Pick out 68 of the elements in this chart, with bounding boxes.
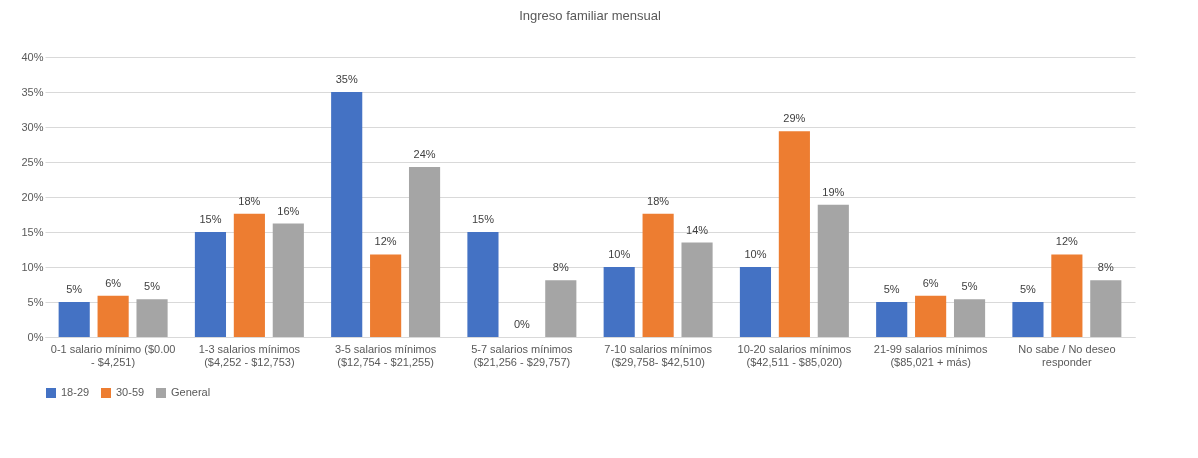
x-tick-label: 0-1 salario mínimo ($0.00 - $4,251) bbox=[50, 342, 176, 368]
data-label: 10% bbox=[744, 248, 767, 260]
y-tick-label: 0% bbox=[27, 330, 44, 343]
y-tick-label: 25% bbox=[21, 155, 44, 168]
bar bbox=[778, 131, 810, 337]
x-tick-label: 21-99 salarios mínimos ($85,021 + más) bbox=[873, 342, 988, 368]
data-label: 6% bbox=[922, 276, 939, 289]
bar bbox=[603, 267, 635, 337]
data-label: 5% bbox=[66, 283, 83, 295]
bar bbox=[272, 223, 304, 337]
data-label: 15% bbox=[471, 213, 495, 225]
legend-label: 30-59 bbox=[116, 386, 145, 398]
bar bbox=[467, 232, 499, 337]
y-tick-label: 30% bbox=[21, 120, 44, 133]
data-label: 19% bbox=[822, 185, 845, 198]
data-label: 15% bbox=[199, 213, 222, 225]
bar bbox=[370, 254, 402, 337]
x-tick-label: 7-10 salarios mínimos ($29,758- $42,510) bbox=[604, 342, 713, 368]
bar bbox=[331, 92, 363, 337]
data-label: 5% bbox=[961, 280, 978, 293]
data-label: 5% bbox=[1019, 283, 1037, 295]
bar bbox=[681, 242, 713, 337]
y-tick-label: 40% bbox=[21, 50, 44, 63]
bar bbox=[817, 204, 849, 337]
bar bbox=[233, 213, 265, 337]
data-label: 6% bbox=[105, 276, 122, 289]
y-tick-label: 35% bbox=[21, 85, 44, 98]
x-tick-label: 5-7 salarios mínimos ($21,256 - $29,757) bbox=[471, 342, 574, 368]
data-label: 5% bbox=[883, 283, 900, 295]
x-tick-label: No sabe / No deseo responder bbox=[1018, 342, 1116, 368]
bar bbox=[545, 280, 577, 337]
x-tick-label: 3-5 salarios mínimos ($12,754 - $21,255) bbox=[334, 342, 437, 368]
legend-label: General bbox=[171, 386, 211, 398]
legend-label: 18-29 bbox=[61, 386, 90, 398]
bar bbox=[136, 299, 168, 337]
y-tick-label: 5% bbox=[27, 295, 44, 308]
data-label: 8% bbox=[552, 261, 569, 274]
bar bbox=[97, 295, 129, 337]
y-tick-label: 15% bbox=[21, 225, 44, 238]
chart-title: Ingreso familiar mensual bbox=[519, 8, 661, 23]
data-label: 18% bbox=[647, 194, 670, 207]
bar bbox=[1051, 254, 1083, 337]
bar bbox=[953, 299, 986, 337]
data-label: 29% bbox=[783, 112, 806, 125]
data-label: 14% bbox=[686, 223, 709, 236]
data-label: 8% bbox=[1097, 261, 1114, 274]
x-tick-label: 10-20 salarios mínimos ($42,511 - $85,020) bbox=[737, 342, 852, 368]
bar bbox=[915, 295, 947, 337]
data-label: 0% bbox=[513, 318, 531, 330]
data-label: 16% bbox=[277, 204, 300, 217]
data-label: 12% bbox=[374, 235, 397, 248]
data-label: 10% bbox=[608, 248, 631, 260]
data-label: 24% bbox=[413, 147, 436, 160]
bar bbox=[1012, 302, 1044, 337]
y-tick-label: 10% bbox=[21, 260, 44, 273]
data-label: 35% bbox=[335, 73, 358, 85]
x-tick-label: 1-3 salarios mínimos ($4,252 - $12,753) bbox=[198, 342, 301, 368]
bar bbox=[642, 213, 674, 337]
bar bbox=[194, 232, 227, 337]
bar bbox=[408, 166, 441, 337]
data-label: 18% bbox=[238, 194, 261, 207]
y-tick-label: 20% bbox=[21, 190, 44, 203]
data-label: 5% bbox=[144, 280, 161, 293]
bar bbox=[876, 302, 908, 337]
bar bbox=[1090, 280, 1122, 337]
bar bbox=[58, 302, 90, 337]
bar bbox=[739, 267, 772, 337]
data-label: 12% bbox=[1055, 235, 1079, 248]
